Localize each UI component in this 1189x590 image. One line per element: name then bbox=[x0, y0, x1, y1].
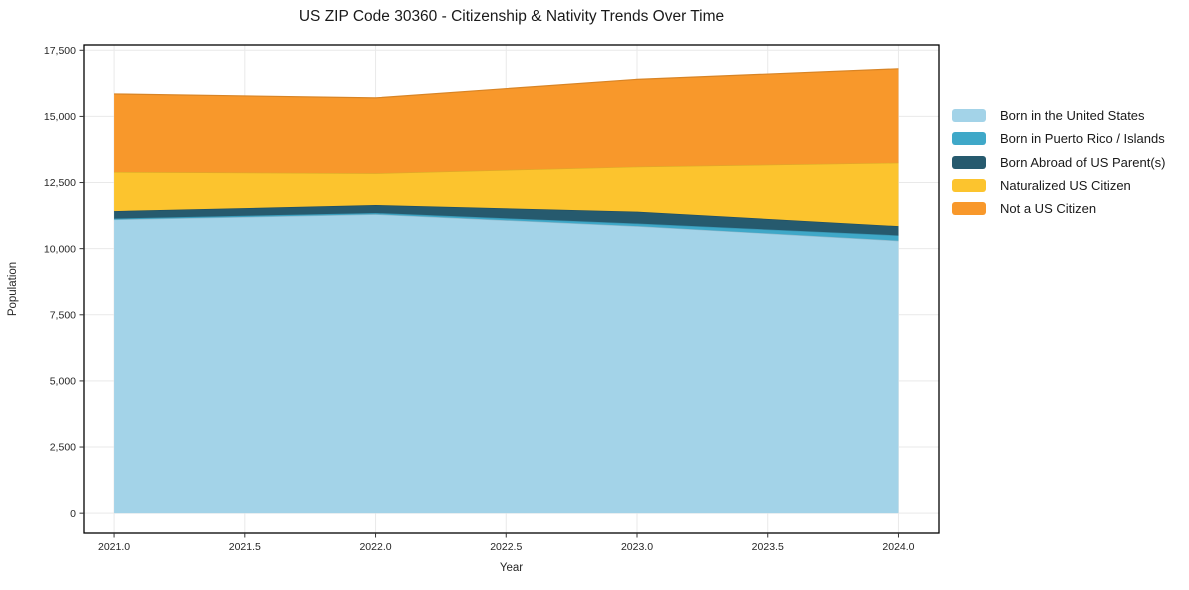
legend-label: Born in Puerto Rico / Islands bbox=[1000, 131, 1165, 147]
legend-swatch bbox=[952, 202, 986, 216]
legend-swatch bbox=[952, 179, 986, 193]
y-tick-label: 17,500 bbox=[44, 45, 76, 57]
area-edge-4 bbox=[114, 68, 899, 99]
area-series-0 bbox=[114, 214, 899, 514]
legend-label: Not a US Citizen bbox=[1000, 201, 1097, 217]
x-tick-label: 2023.5 bbox=[752, 541, 784, 553]
y-axis-label: Population bbox=[7, 261, 19, 317]
legend-item: Born in Puerto Rico / Islands bbox=[952, 127, 1165, 150]
y-tick-label: 0 bbox=[70, 508, 76, 520]
legend: Born in the United States Born in Puerto… bbox=[952, 104, 1165, 220]
y-tick-label: 2,500 bbox=[50, 442, 76, 454]
legend-swatch bbox=[952, 155, 986, 169]
legend-label: Born in the United States bbox=[1000, 108, 1145, 124]
y-tick-label: 15,000 bbox=[44, 111, 76, 123]
legend-label: Naturalized US Citizen bbox=[1000, 178, 1131, 194]
legend-swatch bbox=[952, 132, 986, 146]
area-series-3 bbox=[114, 162, 899, 227]
y-tick-label: 10,000 bbox=[44, 243, 76, 255]
y-tick-label: 5,000 bbox=[50, 376, 76, 388]
chart-title: US ZIP Code 30360 - Citizenship & Nativi… bbox=[298, 8, 725, 25]
legend-item: Naturalized US Citizen bbox=[952, 174, 1165, 197]
legend-item: Born in the United States bbox=[952, 104, 1165, 127]
x-tick-label: 2024.0 bbox=[882, 541, 914, 553]
legend-item: Not a US Citizen bbox=[952, 197, 1165, 220]
plot-frame bbox=[83, 44, 940, 534]
x-axis-label: Year bbox=[499, 562, 524, 574]
y-tick-label: 7,500 bbox=[50, 309, 76, 321]
legend-label: Born Abroad of US Parent(s) bbox=[1000, 154, 1166, 170]
legend-item: Born Abroad of US Parent(s) bbox=[952, 151, 1165, 174]
area-series-2 bbox=[114, 205, 899, 236]
x-tick-label: 2023.0 bbox=[621, 541, 653, 553]
legend-swatch bbox=[952, 109, 986, 123]
x-tick-label: 2021.5 bbox=[229, 541, 261, 553]
x-tick-label: 2022.0 bbox=[359, 541, 391, 553]
y-tick-label: 12,500 bbox=[44, 177, 76, 189]
area-series-4 bbox=[114, 68, 899, 174]
x-tick-label: 2021.0 bbox=[98, 541, 130, 553]
x-tick-label: 2022.5 bbox=[490, 541, 522, 553]
